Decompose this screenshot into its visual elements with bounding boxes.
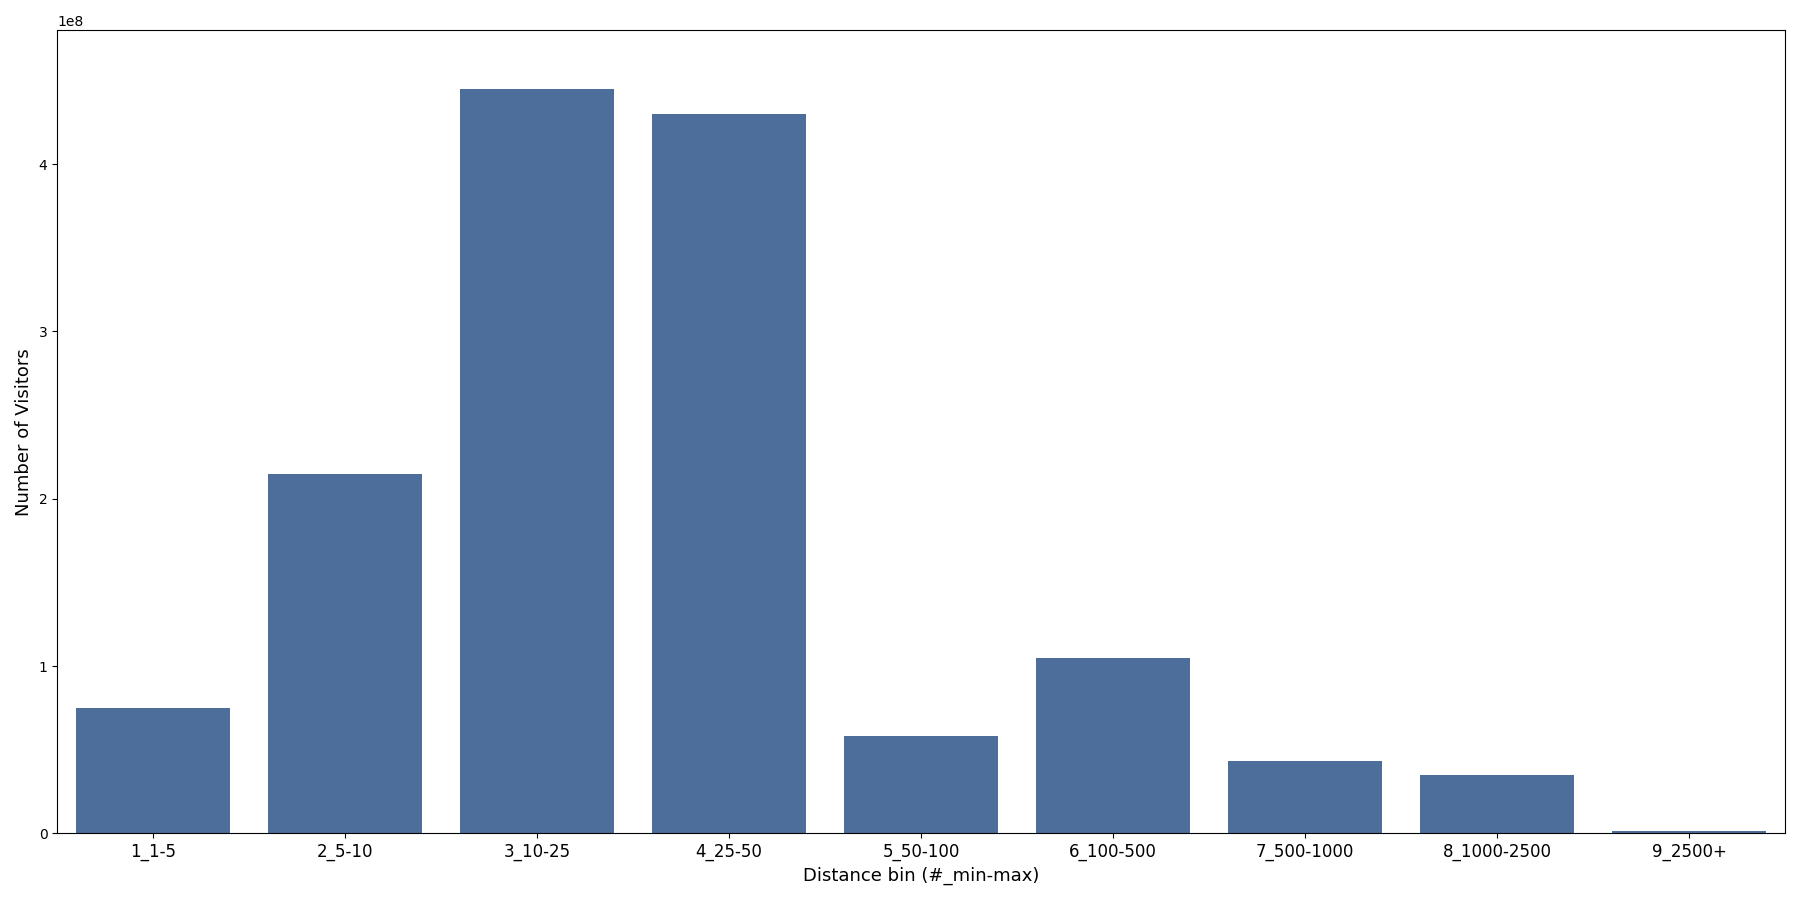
Bar [1613, 831, 1766, 833]
Bar [1228, 761, 1382, 833]
Bar [1420, 775, 1573, 833]
Bar [844, 736, 997, 833]
Bar [268, 473, 421, 833]
Bar [652, 113, 806, 833]
Bar [461, 89, 614, 833]
Y-axis label: Number of Visitors: Number of Visitors [14, 348, 32, 516]
Bar [1037, 658, 1190, 833]
Bar [76, 708, 230, 833]
X-axis label: Distance bin (#_min-max): Distance bin (#_min-max) [803, 867, 1039, 885]
